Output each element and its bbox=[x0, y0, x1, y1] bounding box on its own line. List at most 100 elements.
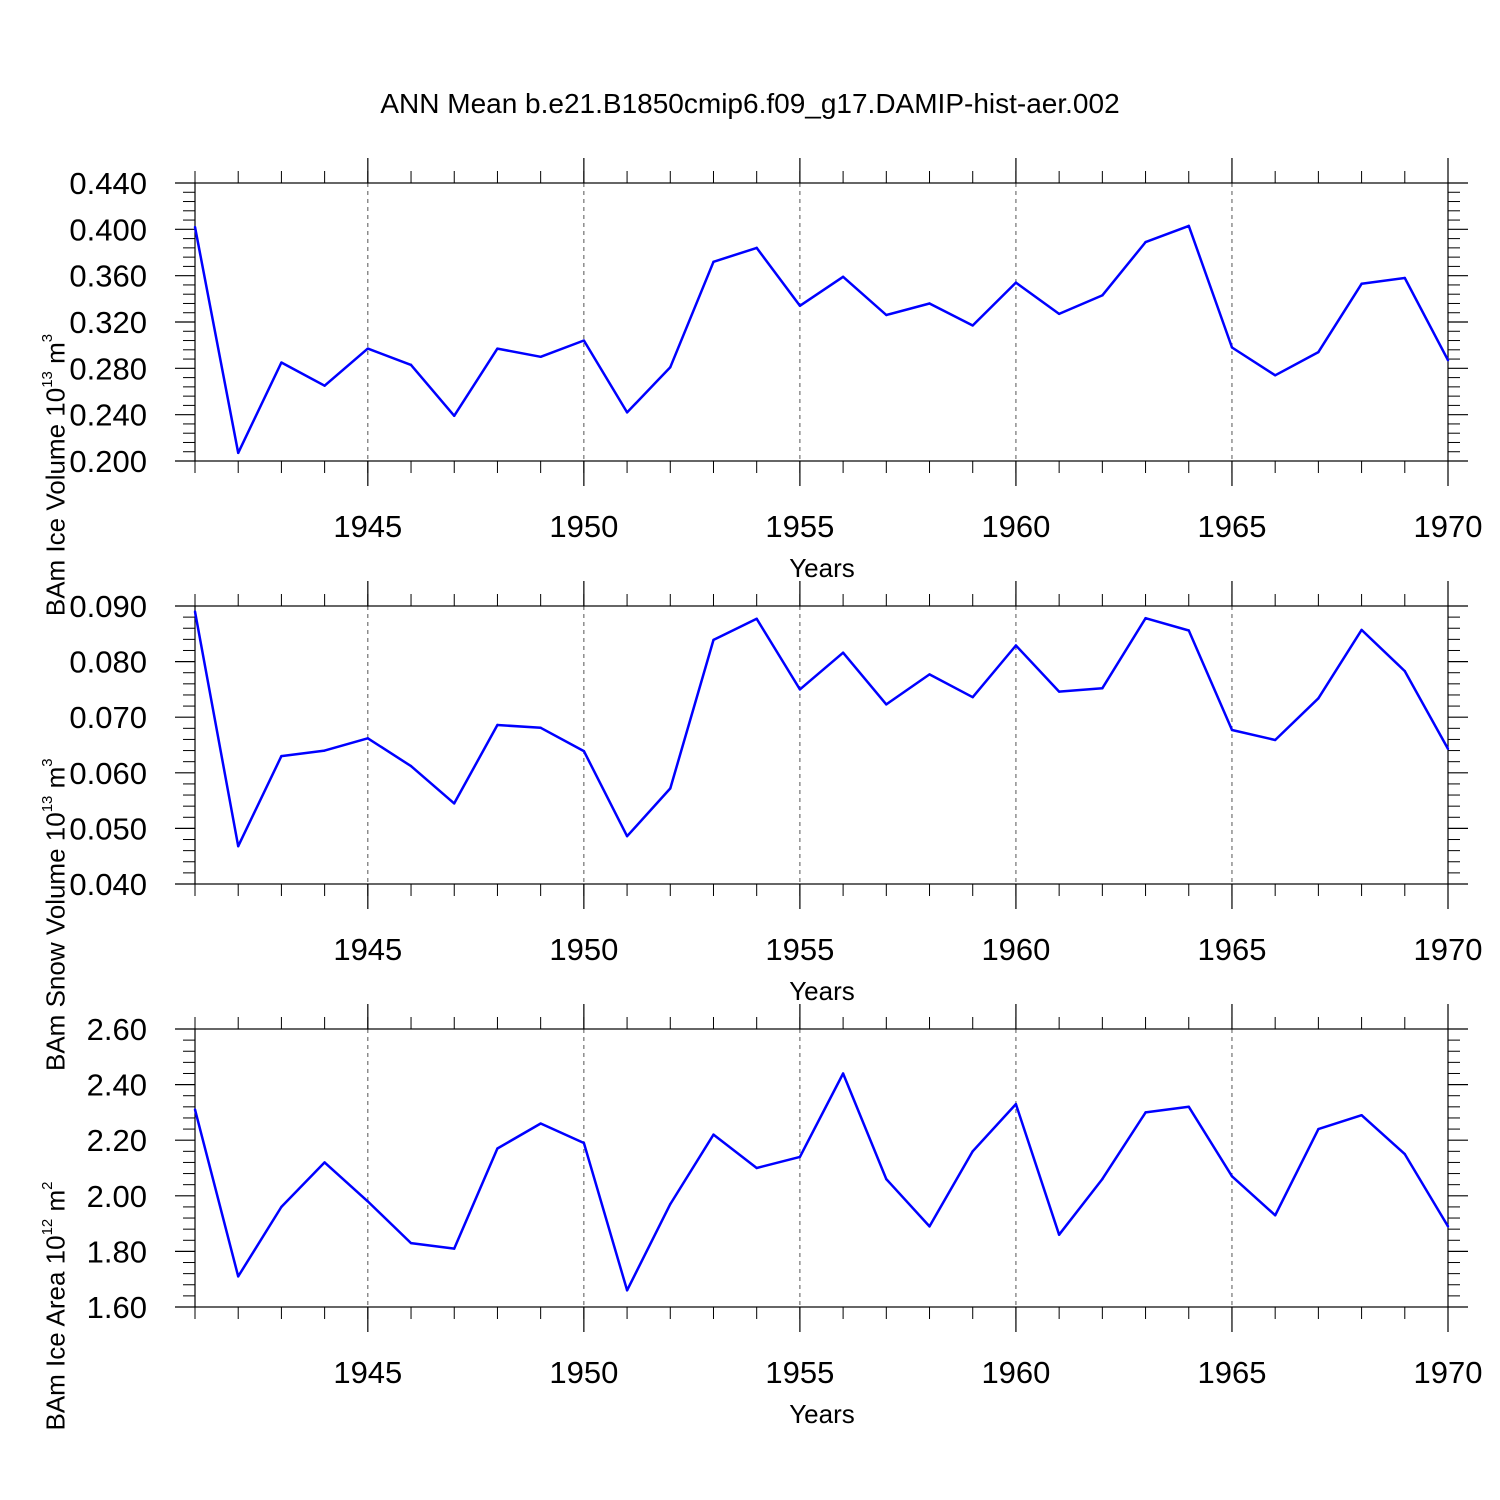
data-point bbox=[669, 1202, 672, 1206]
x-tick-label: 1950 bbox=[549, 509, 618, 544]
data-point bbox=[280, 361, 283, 364]
data-point bbox=[798, 304, 802, 307]
data-point bbox=[1144, 1111, 1147, 1114]
y-tick-label: 0.400 bbox=[69, 212, 147, 247]
data-point bbox=[323, 384, 326, 387]
x-tick-label: 1965 bbox=[1197, 509, 1266, 544]
xlabel-snow-volume: Years bbox=[789, 976, 855, 1006]
x-tick-label: 1970 bbox=[1414, 932, 1483, 967]
panel-ice-volume: BAm Ice Volume 1013 m3 1945 1950 1955 1960 1… bbox=[0, 150, 1500, 616]
data-point bbox=[1144, 617, 1147, 620]
data-point bbox=[885, 313, 888, 317]
data-point bbox=[1446, 1225, 1450, 1228]
data-point bbox=[1187, 224, 1190, 228]
data-point bbox=[193, 1108, 197, 1111]
x-tick-label: 1955 bbox=[765, 932, 834, 967]
data-point bbox=[496, 1147, 499, 1150]
xlabel-ice-area: Years bbox=[789, 1399, 855, 1429]
data-point bbox=[885, 1177, 888, 1181]
ice-volume-plot: 1945 1950 1955 1960 1965 1970 0.200 0.240 0.280 0… bbox=[69, 158, 1483, 544]
y-tick-label: 1.60 bbox=[87, 1290, 147, 1325]
data-line bbox=[193, 224, 1450, 455]
y-tick-label: 2.40 bbox=[87, 1068, 147, 1103]
data-point bbox=[539, 355, 542, 358]
x-tick-label: 1945 bbox=[333, 932, 402, 967]
y-tick-label: 0.080 bbox=[69, 645, 147, 680]
data-point bbox=[1230, 728, 1234, 732]
y-tick-label: 2.00 bbox=[87, 1179, 147, 1214]
data-point bbox=[755, 246, 758, 250]
data-point bbox=[928, 302, 931, 305]
data-point bbox=[971, 1150, 974, 1153]
y-tick-label: 0.360 bbox=[69, 259, 147, 294]
data-point bbox=[1144, 240, 1147, 244]
x-tick-label: 1945 bbox=[333, 509, 402, 544]
x-tick-label: 1950 bbox=[549, 932, 618, 967]
data-point bbox=[669, 365, 672, 369]
data-point bbox=[496, 723, 499, 727]
data-point bbox=[582, 339, 586, 342]
data-line bbox=[193, 611, 1450, 848]
data-point bbox=[1317, 350, 1320, 354]
data-point bbox=[798, 1155, 802, 1159]
data-point bbox=[1446, 359, 1450, 362]
data-point bbox=[193, 225, 197, 229]
data-point bbox=[755, 617, 758, 620]
data-point bbox=[496, 347, 499, 350]
data-point bbox=[928, 673, 931, 676]
data-point bbox=[280, 1205, 283, 1209]
data-point bbox=[1403, 1152, 1406, 1156]
y-tick-label: 0.090 bbox=[69, 589, 147, 624]
y-tick-label: 0.240 bbox=[69, 398, 147, 433]
data-point bbox=[1273, 738, 1277, 742]
panel-ice-area: BAm Ice Area 1012 m2 1945 1950 1955 1960 196… bbox=[0, 996, 1500, 1436]
panel-snow-volume: BAm Snow Volume 1013 m3 1945 1950 1955 1960… bbox=[0, 573, 1500, 1071]
data-point bbox=[755, 1166, 758, 1170]
data-point bbox=[323, 1161, 326, 1164]
data-point bbox=[1230, 1175, 1234, 1178]
data-point bbox=[366, 737, 370, 740]
x-tick-label: 1960 bbox=[981, 509, 1050, 544]
x-tick-label: 1960 bbox=[981, 1355, 1050, 1390]
data-point bbox=[1187, 1105, 1190, 1109]
data-point bbox=[1014, 1102, 1018, 1106]
x-tick-label: 1965 bbox=[1197, 932, 1266, 967]
data-point bbox=[366, 1200, 370, 1203]
data-point bbox=[625, 834, 629, 838]
x-tick-label: 1970 bbox=[1414, 1355, 1483, 1390]
data-point bbox=[280, 754, 283, 758]
data-point bbox=[669, 787, 672, 790]
data-point bbox=[409, 1241, 413, 1245]
data-point bbox=[1057, 690, 1061, 693]
figure-title: ANN Mean b.e21.B1850cmip6.f09_g17.DAMIP-… bbox=[380, 88, 1120, 119]
data-line bbox=[193, 1072, 1450, 1292]
data-point bbox=[1230, 346, 1234, 349]
xlabel-ice-volume: Years bbox=[789, 553, 855, 583]
y-tick-label: 2.60 bbox=[87, 1012, 147, 1047]
data-point bbox=[453, 802, 456, 805]
x-tick-label: 1955 bbox=[765, 509, 834, 544]
data-point bbox=[237, 1275, 240, 1278]
data-point bbox=[1403, 276, 1406, 280]
data-point bbox=[453, 1247, 456, 1250]
data-point bbox=[1317, 1127, 1320, 1131]
x-tick-label: 1960 bbox=[981, 932, 1050, 967]
data-point bbox=[971, 695, 974, 699]
data-point bbox=[1057, 1233, 1061, 1236]
data-point bbox=[1273, 1214, 1277, 1217]
y-tick-label: 0.070 bbox=[69, 700, 147, 735]
data-point bbox=[366, 347, 370, 350]
data-point bbox=[1057, 312, 1061, 316]
data-point bbox=[1014, 644, 1018, 647]
x-tick-label: 1970 bbox=[1414, 509, 1483, 544]
data-point bbox=[798, 688, 802, 691]
data-point bbox=[453, 414, 456, 418]
data-point bbox=[625, 1289, 629, 1292]
data-point bbox=[1360, 282, 1363, 285]
y-tick-label: 0.200 bbox=[69, 444, 147, 479]
data-point bbox=[237, 451, 240, 455]
data-point bbox=[1014, 281, 1018, 284]
data-point bbox=[841, 275, 845, 279]
data-point bbox=[582, 1141, 586, 1145]
